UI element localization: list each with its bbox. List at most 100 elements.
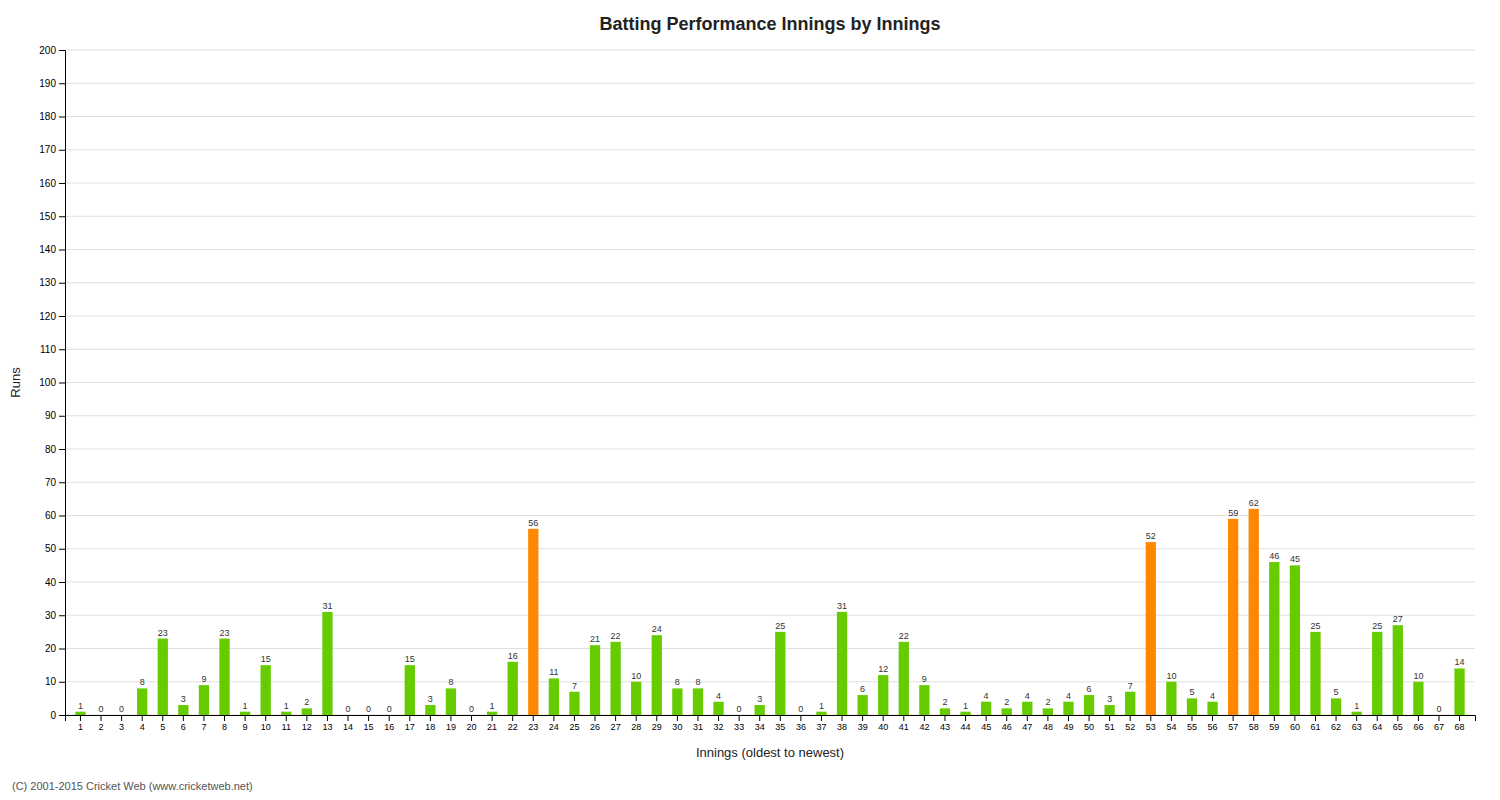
data-label: 4 xyxy=(716,691,721,701)
bar xyxy=(590,645,600,715)
tick-mark xyxy=(471,715,472,721)
bar xyxy=(816,712,826,715)
data-label: 1 xyxy=(490,701,495,711)
tick-label: 3 xyxy=(119,722,124,732)
tick: 18 xyxy=(425,715,435,732)
data-label: 21 xyxy=(590,634,600,644)
tick-mark xyxy=(1068,715,1069,721)
tick: 7 xyxy=(201,715,206,732)
tick: 52 xyxy=(1125,715,1135,732)
tick-label: 140 xyxy=(39,244,56,255)
tick-mark xyxy=(59,715,65,716)
tick-label: 200 xyxy=(39,45,56,56)
data-label: 9 xyxy=(201,674,206,684)
tick-mark xyxy=(59,682,65,683)
tick: 17 xyxy=(405,715,415,732)
tick-mark xyxy=(595,715,596,721)
tick-mark xyxy=(697,715,698,721)
tick-mark xyxy=(450,715,451,721)
tick-label: 45 xyxy=(981,722,991,732)
tick: 54 xyxy=(1166,715,1176,732)
data-label: 3 xyxy=(1107,694,1112,704)
tick: 140 xyxy=(39,244,65,255)
tick: 63 xyxy=(1352,715,1362,732)
tick: 32 xyxy=(714,715,724,732)
tick-label: 21 xyxy=(487,722,497,732)
grid-line xyxy=(65,615,1475,616)
tick-label: 52 xyxy=(1125,722,1135,732)
tick-mark xyxy=(59,649,65,650)
data-labels: 1008233923115123100015380116561172122102… xyxy=(78,498,1465,714)
bar xyxy=(96,715,106,716)
tick-label: 11 xyxy=(282,722,291,732)
grid-line xyxy=(65,681,1475,682)
tick: 2 xyxy=(99,715,104,732)
tick-label: 10 xyxy=(261,722,271,732)
y-axis: 0102030405060708090100110120130140150160… xyxy=(39,45,65,721)
tick-mark xyxy=(1294,715,1295,721)
x-axis: 1234567891011121314151617181920212223242… xyxy=(66,715,1476,732)
tick: 25 xyxy=(569,715,579,732)
bar xyxy=(487,712,497,715)
bar xyxy=(713,702,723,715)
tick-label: 29 xyxy=(652,722,662,732)
bar xyxy=(899,642,909,715)
tick-mark xyxy=(842,715,843,721)
tick: 11 xyxy=(282,715,291,732)
bar xyxy=(1228,519,1238,715)
tick-label: 90 xyxy=(45,410,57,421)
tick-label: 8 xyxy=(222,722,227,732)
tick-mark xyxy=(59,117,65,118)
tick-mark xyxy=(656,715,657,721)
tick-label: 34 xyxy=(755,722,765,732)
tick: 53 xyxy=(1146,715,1156,732)
data-label: 2 xyxy=(942,697,947,707)
tick-mark xyxy=(1150,715,1151,721)
data-label: 31 xyxy=(837,601,847,611)
grid-line xyxy=(65,548,1475,549)
tick: 19 xyxy=(446,715,456,732)
tick-label: 22 xyxy=(508,722,518,732)
data-label: 0 xyxy=(737,704,742,714)
bar xyxy=(1207,702,1217,715)
tick: 26 xyxy=(590,715,600,732)
tick: 110 xyxy=(40,344,65,355)
bar xyxy=(1269,562,1279,715)
tick: 38 xyxy=(837,715,847,732)
data-label: 5 xyxy=(1189,687,1194,697)
bar xyxy=(1351,712,1361,715)
tick-mark xyxy=(903,715,904,721)
tick-label: 47 xyxy=(1022,722,1032,732)
tick: 66 xyxy=(1413,715,1423,732)
tick: 3 xyxy=(119,715,124,732)
tick-mark xyxy=(677,715,678,721)
tick-mark xyxy=(245,715,246,721)
tick-label: 15 xyxy=(364,722,374,732)
tick-mark xyxy=(59,349,65,350)
grid-line xyxy=(65,582,1475,583)
tick: 28 xyxy=(631,715,641,732)
tick-mark xyxy=(1438,715,1439,721)
tick-label: 26 xyxy=(590,722,600,732)
tick-mark xyxy=(944,715,945,721)
tick-mark xyxy=(430,715,431,721)
tick-label: 41 xyxy=(899,722,909,732)
grid-line xyxy=(65,216,1475,217)
tick-mark xyxy=(883,715,884,721)
tick-mark xyxy=(986,715,987,721)
data-label: 1 xyxy=(819,701,824,711)
tick-mark xyxy=(553,715,554,721)
tick: 100 xyxy=(39,377,65,388)
tick-mark xyxy=(1233,715,1234,721)
chart: 1008233923115123100015380116561172122102… xyxy=(0,0,1500,800)
bar xyxy=(1002,708,1012,715)
tick-mark xyxy=(1047,715,1048,721)
tick-label: 23 xyxy=(528,722,538,732)
data-label: 8 xyxy=(675,677,680,687)
x-axis-title: Innings (oldest to newest) xyxy=(696,745,844,760)
tick: 15 xyxy=(364,715,374,732)
data-label: 2 xyxy=(1004,697,1009,707)
bar xyxy=(610,642,620,715)
tick: 56 xyxy=(1208,715,1218,732)
data-label: 10 xyxy=(631,671,641,681)
